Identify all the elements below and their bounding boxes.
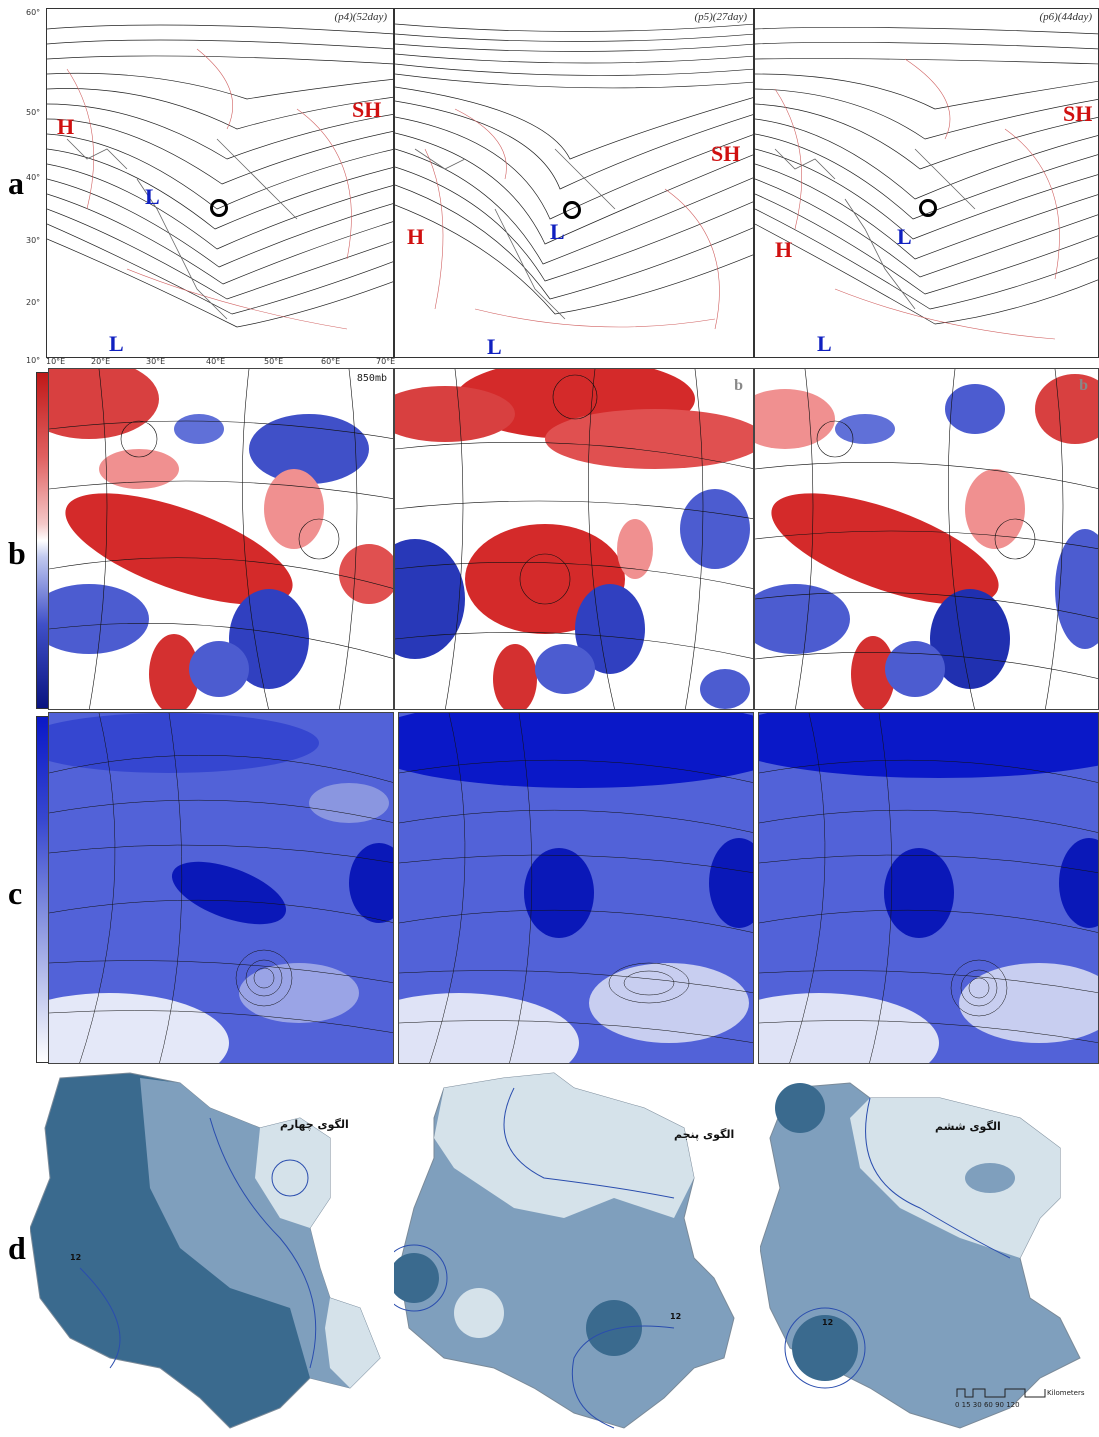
panel-tag: b bbox=[1079, 377, 1088, 394]
high-pressure-label: H bbox=[57, 114, 75, 139]
lon-tick: 30°E bbox=[146, 357, 166, 366]
panel-title: (p6)(44day) bbox=[1039, 11, 1092, 23]
panel-title: (p4)(52day) bbox=[334, 11, 387, 23]
row-label-a: a bbox=[8, 165, 24, 201]
low-pressure-label: L bbox=[817, 331, 832, 356]
map-b-p4: 850mb bbox=[48, 368, 394, 710]
row-label-b: b bbox=[8, 535, 26, 571]
lon-tick: 20°E bbox=[91, 357, 111, 366]
map-d-p4: الگوی چهارم 12 bbox=[30, 1068, 390, 1434]
lat-tick: 20° bbox=[26, 298, 41, 307]
lon-tick: 70°E bbox=[376, 357, 396, 366]
lat-tick: 30° bbox=[26, 236, 41, 245]
anomaly-field bbox=[395, 369, 753, 709]
pattern-title: الگوی پنجم bbox=[674, 1128, 735, 1141]
map-b-p5: b bbox=[394, 368, 754, 710]
map-c-p4 bbox=[48, 712, 394, 1064]
regional-map bbox=[394, 1072, 735, 1429]
low-pressure-label: L bbox=[897, 224, 912, 249]
pattern-title: الگوی ششم bbox=[935, 1120, 1001, 1133]
subtropical-high-label: SH bbox=[711, 141, 741, 166]
lat-axis-a: 60° 50° 40° 30° 20° 10° bbox=[26, 8, 46, 365]
scale-label: 0 15 30 60 90 120 bbox=[955, 1401, 1020, 1409]
panel-title: (p5)(27day) bbox=[694, 11, 747, 23]
map-a-p5: (p5)(27day) SH H L L bbox=[394, 8, 754, 358]
subtropical-high-label: SH bbox=[1063, 101, 1093, 126]
scale-bar-graphic bbox=[956, 1388, 1046, 1398]
location-marker bbox=[210, 199, 228, 217]
humidity-field bbox=[49, 713, 393, 1063]
location-marker bbox=[919, 199, 937, 217]
scale-unit: Kilometers bbox=[1047, 1389, 1085, 1397]
height-contours bbox=[395, 23, 753, 330]
contour-label: 12 bbox=[70, 1253, 82, 1262]
map-c-p6 bbox=[758, 712, 1099, 1064]
height-contours bbox=[755, 26, 1098, 340]
location-marker bbox=[563, 201, 581, 219]
map-a-p4: (p4)(52day) H SH L L bbox=[46, 8, 394, 358]
humidity-field bbox=[399, 713, 753, 1063]
low-pressure-label: L bbox=[109, 331, 124, 356]
anomaly-field bbox=[755, 369, 1098, 709]
contour-label: 12 bbox=[822, 1318, 834, 1327]
low-pressure-label: L bbox=[550, 219, 565, 244]
humidity-field bbox=[759, 713, 1098, 1063]
lat-tick: 10° bbox=[26, 356, 41, 365]
lon-tick: 60°E bbox=[321, 357, 341, 366]
map-c-p5 bbox=[398, 712, 754, 1064]
lat-tick: 60° bbox=[26, 8, 41, 17]
map-d-p5: الگوی پنجم 12 bbox=[394, 1068, 754, 1434]
map-a-p6: (p6)(44day) SH H L L bbox=[754, 8, 1099, 358]
height-contours bbox=[47, 24, 393, 330]
low-pressure-label: L bbox=[145, 184, 160, 209]
lon-axis-a: 10°E 20°E 30°E 40°E 50°E 60°E 70°E bbox=[46, 357, 1099, 369]
row-label-d: d bbox=[8, 1230, 26, 1266]
lat-tick: 50° bbox=[26, 108, 41, 117]
lat-tick: 40° bbox=[26, 173, 41, 182]
pattern-title: الگوی چهارم bbox=[280, 1118, 349, 1131]
lon-tick: 10°E bbox=[46, 357, 66, 366]
map-b-p6: b bbox=[754, 368, 1099, 710]
subtropical-high-label: SH bbox=[352, 97, 382, 122]
map-d-p6: الگوی ششم 12 bbox=[760, 1068, 1099, 1434]
high-pressure-label: H bbox=[407, 224, 425, 249]
regional-map bbox=[760, 1082, 1081, 1429]
anomaly-field bbox=[49, 369, 393, 709]
row-label-c: c bbox=[8, 875, 23, 911]
panel-tag: b bbox=[734, 377, 743, 394]
high-pressure-label: H bbox=[775, 237, 793, 262]
lon-tick: 50°E bbox=[264, 357, 284, 366]
scale-bar: 0 15 30 60 90 120 Kilometers bbox=[955, 1385, 1084, 1415]
contour-label: 12 bbox=[670, 1312, 682, 1321]
low-pressure-label: L bbox=[487, 334, 502, 358]
pressure-level: 850mb bbox=[356, 373, 387, 384]
lon-tick: 40°E bbox=[206, 357, 226, 366]
regional-map bbox=[30, 1072, 381, 1429]
